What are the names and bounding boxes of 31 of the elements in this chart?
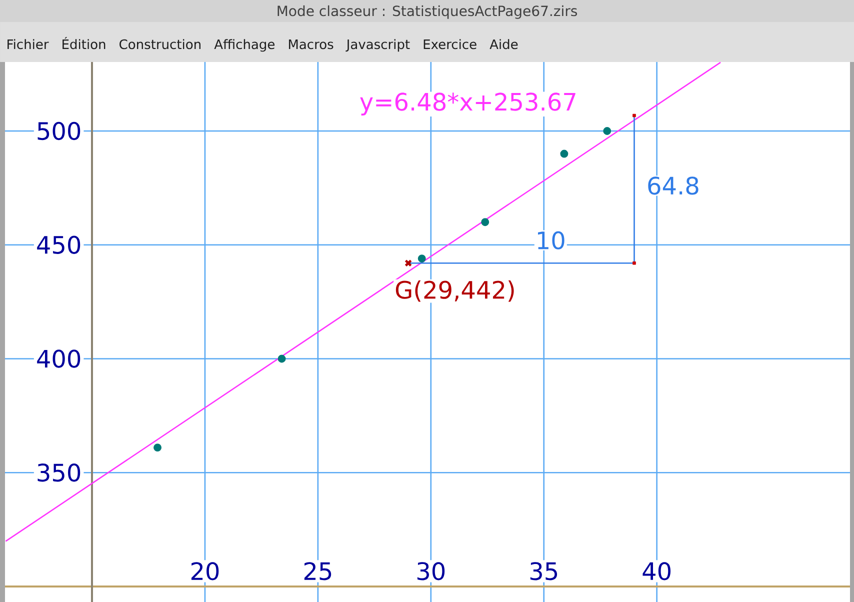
text: Affichage	[214, 39, 275, 52]
x-tick-label: 25	[304, 562, 332, 580]
y-tick-label: 450	[37, 236, 80, 254]
x-tick-label: 30	[417, 562, 445, 580]
x-tick-label: 20	[191, 562, 219, 580]
text: Édition	[62, 36, 106, 50]
annotation: 10	[538, 231, 564, 250]
chart-title: Mode classeur : StatistiquesActPage67.zirs	[278, 5, 578, 19]
x-tick-label: 40	[642, 562, 670, 580]
text: Fichier	[8, 39, 49, 50]
y-tick-label: 350	[38, 464, 80, 482]
point	[632, 261, 636, 265]
y-tick-label: 400	[37, 350, 80, 368]
text: Javascript	[346, 39, 410, 52]
point	[603, 127, 612, 135]
point	[632, 114, 636, 118]
point	[560, 150, 568, 158]
point	[481, 218, 490, 226]
point	[418, 254, 426, 263]
y-tick-label: 500	[38, 122, 80, 140]
point	[154, 444, 162, 452]
point	[404, 259, 412, 267]
annotation: G(29,442)	[396, 280, 514, 302]
text: Macros	[288, 40, 334, 50]
text: Exercice	[424, 39, 476, 50]
annotation: 64.8	[648, 176, 698, 195]
series-label: y=6.48*x+253.67	[360, 92, 576, 116]
point	[278, 354, 286, 363]
text: Aide	[490, 39, 518, 50]
text: Construction	[120, 39, 200, 50]
x-tick-label: 35	[530, 562, 558, 580]
